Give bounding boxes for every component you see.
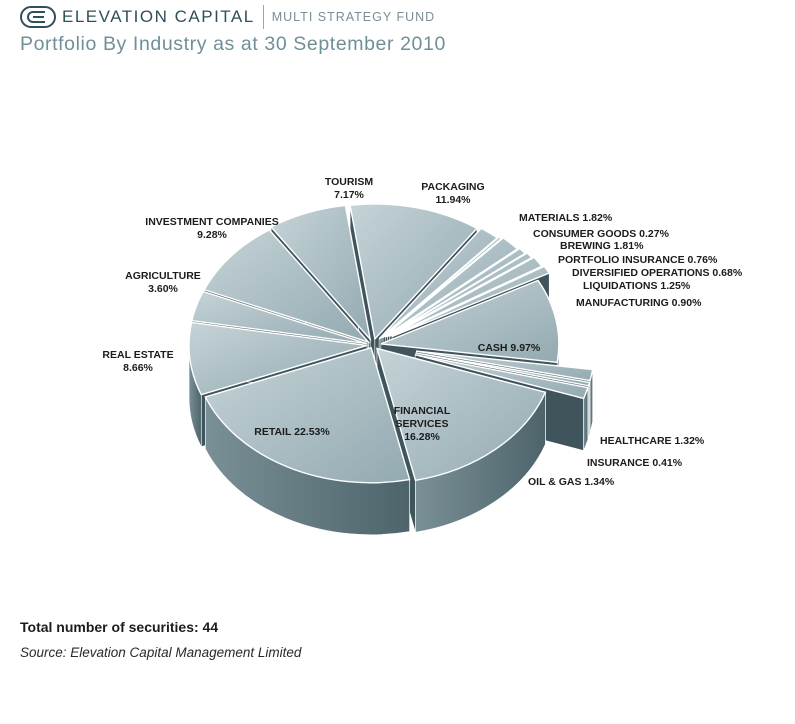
source-note: Source: Elevation Capital Management Lim… xyxy=(20,645,302,660)
slice-label-line: RETAIL 22.53% xyxy=(254,426,330,438)
slice-top xyxy=(387,252,533,338)
slice-label-line: INSURANCE 0.41% xyxy=(587,457,683,469)
slice-label-insurance: INSURANCE 0.41% xyxy=(587,457,683,469)
slice-label-line: REAL ESTATE xyxy=(102,349,173,361)
slice-label-line: INVESTMENT COMPANIES xyxy=(145,216,278,228)
slice-label-line: 9.28% xyxy=(197,229,227,241)
slice-top xyxy=(380,279,560,364)
slice-label-materials: MATERIALS 1.82% xyxy=(519,212,613,224)
slice-top xyxy=(415,352,591,387)
slice-label-investment_companies: INVESTMENT COMPANIES 9.28% xyxy=(145,216,278,241)
brand-name: ELEVATION CAPITAL xyxy=(62,7,255,26)
slice-label-line: CASH 9.97% xyxy=(478,342,541,354)
slice-label-cash: CASH 9.97% xyxy=(478,342,541,354)
slice-label-line: 11.94% xyxy=(435,194,471,206)
slice-label-tourism: TOURISM 7.17% xyxy=(325,176,373,201)
elevation-capital-logo-icon xyxy=(20,6,56,28)
slice-top xyxy=(204,346,411,484)
slice-label-financial_services: FINANCIAL SERVICES 16.28% xyxy=(394,405,451,443)
slice-label-line: SERVICES xyxy=(396,418,449,430)
slice-retail xyxy=(204,346,411,535)
slice-label-line: OIL & GAS 1.34% xyxy=(528,476,615,488)
slice-label-portfolio_insurance: PORTFOLIO INSURANCE 0.76% xyxy=(558,254,718,266)
slice-label-retail: RETAIL 22.53% xyxy=(254,426,330,438)
slice-top xyxy=(349,203,479,341)
slice-top xyxy=(380,236,503,339)
slice-top xyxy=(382,236,519,338)
slice-label-line: MANUFACTURING 0.90% xyxy=(576,297,702,309)
slice-label-line: 7.17% xyxy=(334,189,364,201)
slice-label-line: FINANCIAL xyxy=(394,405,451,417)
header: ELEVATION CAPITAL MULTI STRATEGY FUND xyxy=(20,4,435,30)
chart-title: Portfolio By Industry as at 30 September… xyxy=(20,33,446,55)
slice-top xyxy=(190,290,368,345)
slice-label-agriculture: AGRICULTURE 3.60% xyxy=(125,270,201,295)
slice-label-consumer_goods: CONSUMER GOODS 0.27% xyxy=(533,228,670,240)
slice-top xyxy=(389,256,543,338)
slice-top xyxy=(375,347,547,482)
slice-label-line: 3.60% xyxy=(148,283,178,295)
slice-label-liquidations: LIQUIDATIONS 1.25% xyxy=(583,280,691,292)
slice-label-brewing: BREWING 1.81% xyxy=(560,240,644,252)
slice-top xyxy=(269,204,372,342)
slice-top xyxy=(415,354,589,400)
slice-label-line: HEALTHCARE 1.32% xyxy=(600,435,705,447)
slice-top xyxy=(203,228,371,344)
slice-label-manufacturing: MANUFACTURING 0.90% xyxy=(576,297,702,309)
slice-label-line: 16.28% xyxy=(404,431,440,443)
slice-financial_services xyxy=(375,347,547,533)
slice-top xyxy=(391,265,551,338)
slice-label-line: AGRICULTURE xyxy=(125,270,201,282)
fund-name: MULTI STRATEGY FUND xyxy=(271,10,436,24)
slice-label-line: PACKAGING xyxy=(421,181,484,193)
header-divider xyxy=(262,5,264,29)
total-securities: Total number of securities: 44 xyxy=(20,619,219,635)
slice-label-line: BREWING 1.81% xyxy=(560,240,644,252)
slice-label-healthcare: HEALTHCARE 1.32% xyxy=(600,435,705,447)
slice-label-line: LIQUIDATIONS 1.25% xyxy=(583,280,691,292)
slice-label-line: PORTFOLIO INSURANCE 0.76% xyxy=(558,254,718,266)
slice-top xyxy=(416,350,594,382)
slice-label-line: CONSUMER GOODS 0.27% xyxy=(533,228,670,240)
slice-label-packaging: PACKAGING 11.94% xyxy=(421,181,484,206)
slice-label-real_estate: REAL ESTATE 8.66% xyxy=(102,349,173,374)
slice-top xyxy=(188,321,368,396)
slice-side xyxy=(588,382,590,438)
slice-label-oil_gas: OIL & GAS 1.34% xyxy=(528,476,615,488)
slice-label-line: MATERIALS 1.82% xyxy=(519,212,613,224)
slice-label-line: 8.66% xyxy=(123,362,153,374)
slice-label-diversified_operations: DIVERSIFIED OPERATIONS 0.68% xyxy=(572,267,743,279)
slice-label-line: TOURISM xyxy=(325,176,373,188)
slice-label-line: DIVERSIFIED OPERATIONS 0.68% xyxy=(572,267,743,279)
